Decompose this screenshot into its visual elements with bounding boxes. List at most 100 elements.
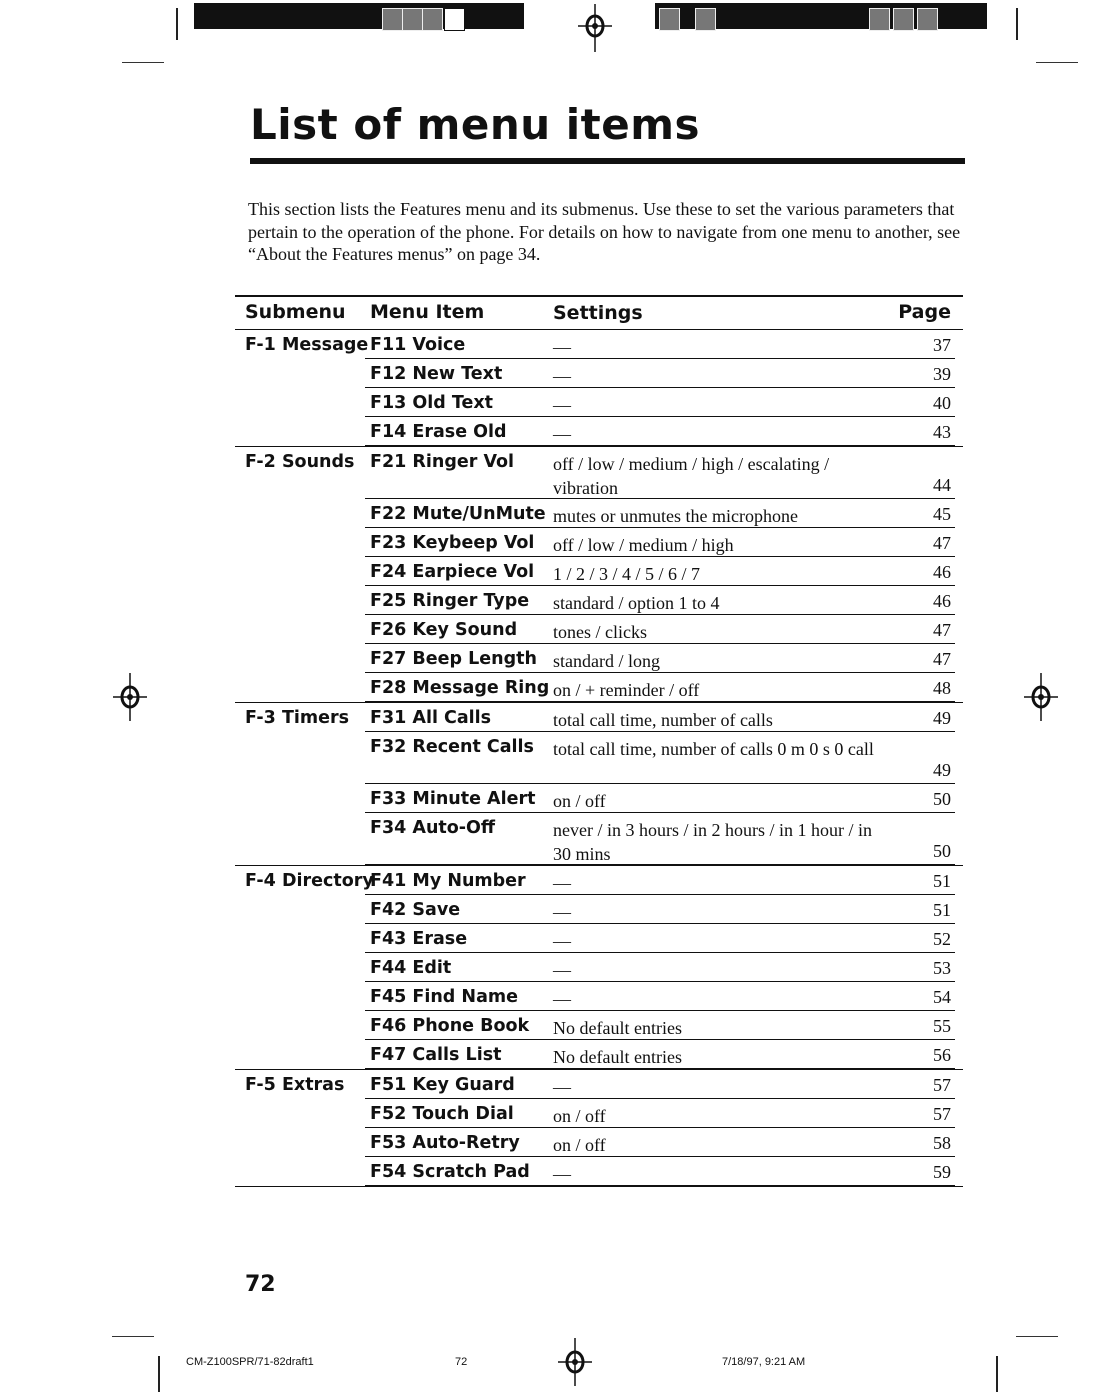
crop-mark xyxy=(1016,8,1018,40)
row-underline xyxy=(365,527,955,528)
menu-item-cell: F54 Scratch Pad xyxy=(370,1162,530,1182)
table-row: F13 Old Text — 40 xyxy=(235,388,963,417)
table-row: F28 Message Ring on / + reminder / off 4… xyxy=(235,673,963,702)
table-row: F14 Erase Old — 43 xyxy=(235,417,963,446)
page-cell: 44 xyxy=(933,475,951,495)
row-underline xyxy=(365,1127,955,1128)
menu-item-cell: F25 Ringer Type xyxy=(370,591,530,611)
menu-item-cell: F42 Save xyxy=(370,900,461,920)
table-row: F-5 Extras F51 Key Guard — 57 xyxy=(235,1069,963,1099)
menu-item-cell: F47 Calls List xyxy=(370,1045,502,1065)
settings-cell: — xyxy=(553,366,571,386)
row-underline xyxy=(365,445,955,446)
page-cell: 59 xyxy=(933,1162,951,1182)
settings-cell: never / in 3 hours / in 2 hours / in 1 h… xyxy=(553,820,872,864)
settings-cell: — xyxy=(553,395,571,415)
settings-cell: on / off xyxy=(553,791,606,811)
table-row: F12 New Text — 39 xyxy=(235,359,963,388)
row-underline xyxy=(365,498,955,499)
menu-item-cell: F45 Find Name xyxy=(370,987,518,1007)
menu-item-cell: F43 Erase xyxy=(370,929,468,949)
header-page: Page xyxy=(898,301,951,323)
page-cell: 46 xyxy=(933,591,951,611)
settings-cell: total call time, number of calls xyxy=(553,710,773,730)
row-underline xyxy=(365,672,955,673)
table-row: F45 Find Name — 54 xyxy=(235,982,963,1011)
settings-cell: on / off xyxy=(553,1106,606,1126)
settings-cell: No default entries xyxy=(553,1047,682,1067)
settings-cell: — xyxy=(553,1164,571,1184)
intro-paragraph: This section lists the Features menu and… xyxy=(248,199,961,264)
table-row: F34 Auto-Off never / in 3 hours / in 2 h… xyxy=(235,813,963,865)
page-cell: 50 xyxy=(933,789,951,809)
registration-mark-icon xyxy=(558,1338,592,1386)
table-row: F53 Auto-Retry on / off 58 xyxy=(235,1128,963,1157)
submenu-cell: F-4 Directory xyxy=(245,871,374,891)
menu-item-cell: F46 Phone Book xyxy=(370,1016,530,1036)
footer-filename: CM-Z100SPR/71-82draft1 xyxy=(186,1356,314,1368)
table-row: F-4 Directory F41 My Number — 51 xyxy=(235,865,963,895)
table-row: F32 Recent Calls total call time, number… xyxy=(235,732,963,784)
menu-item-cell: F24 Earpiece Vol xyxy=(370,562,535,582)
table-row: F42 Save — 51 xyxy=(235,895,963,924)
row-underline xyxy=(365,1010,955,1011)
table-row: F-3 Timers F31 All Calls total call time… xyxy=(235,702,963,732)
settings-cell: standard / long xyxy=(553,651,660,671)
table-header: Submenu Menu Item Settings Page xyxy=(235,297,963,330)
table-row: F47 Calls List No default entries 56 xyxy=(235,1040,963,1069)
menu-item-cell: F12 New Text xyxy=(370,364,503,384)
submenu-cell: F-2 Sounds xyxy=(245,452,355,472)
row-underline xyxy=(365,981,955,982)
color-bar-left xyxy=(194,3,524,31)
table-row: F46 Phone Book No default entries 55 xyxy=(235,1011,963,1040)
submenu-cell: F-5 Extras xyxy=(245,1075,345,1095)
row-underline xyxy=(365,701,955,702)
table-row: F-1 Message F11 Voice — 37 xyxy=(235,330,963,359)
page-cell: 54 xyxy=(933,987,951,1007)
row-underline xyxy=(365,731,955,732)
page-cell: 39 xyxy=(933,364,951,384)
row-underline xyxy=(365,1185,955,1186)
settings-cell: tones / clicks xyxy=(553,622,647,642)
row-underline xyxy=(365,1098,955,1099)
table-row: F25 Ringer Type standard / option 1 to 4… xyxy=(235,586,963,615)
settings-cell: total call time, number of calls 0 m 0 s… xyxy=(553,739,874,759)
menu-item-cell: F13 Old Text xyxy=(370,393,494,413)
row-underline xyxy=(365,783,955,784)
menu-item-cell: F53 Auto-Retry xyxy=(370,1133,520,1153)
menu-item-cell: F32 Recent Calls xyxy=(370,737,534,757)
settings-cell: mutes or unmutes the microphone xyxy=(553,506,798,526)
row-underline xyxy=(365,556,955,557)
table-row: F26 Key Sound tones / clicks 47 xyxy=(235,615,963,644)
row-underline xyxy=(365,416,955,417)
header-submenu: Submenu xyxy=(245,301,346,323)
page-cell: 37 xyxy=(933,335,951,355)
table-row: F52 Touch Dial on / off 57 xyxy=(235,1099,963,1128)
settings-cell: — xyxy=(553,873,571,893)
menu-item-cell: F28 Message Ring xyxy=(370,678,550,698)
page-cell: 53 xyxy=(933,958,951,978)
row-underline xyxy=(365,812,955,813)
settings-cell: on / off xyxy=(553,1135,606,1155)
menu-item-cell: F31 All Calls xyxy=(370,708,492,728)
page-cell: 57 xyxy=(933,1104,951,1124)
table-row: F22 Mute/UnMute mutes or unmutes the mic… xyxy=(235,499,963,528)
page-cell: 50 xyxy=(933,841,951,861)
settings-cell: No default entries xyxy=(553,1018,682,1038)
row-underline xyxy=(365,1068,955,1069)
page-cell: 57 xyxy=(933,1075,951,1095)
table-row: F43 Erase — 52 xyxy=(235,924,963,953)
crop-mark xyxy=(1036,62,1078,63)
page-cell: 51 xyxy=(933,900,951,920)
page-cell: 51 xyxy=(933,871,951,891)
settings-cell: off / low / medium / high / escalating /… xyxy=(553,454,830,498)
page-cell: 55 xyxy=(933,1016,951,1036)
menu-item-cell: F52 Touch Dial xyxy=(370,1104,514,1124)
menu-item-cell: F41 My Number xyxy=(370,871,526,891)
settings-cell: — xyxy=(553,989,571,1009)
submenu-cell: F-3 Timers xyxy=(245,708,350,728)
settings-cell: — xyxy=(553,960,571,980)
row-underline xyxy=(365,1156,955,1157)
page-cell: 56 xyxy=(933,1045,951,1065)
footer-timestamp: 7/18/97, 9:21 AM xyxy=(722,1356,806,1368)
